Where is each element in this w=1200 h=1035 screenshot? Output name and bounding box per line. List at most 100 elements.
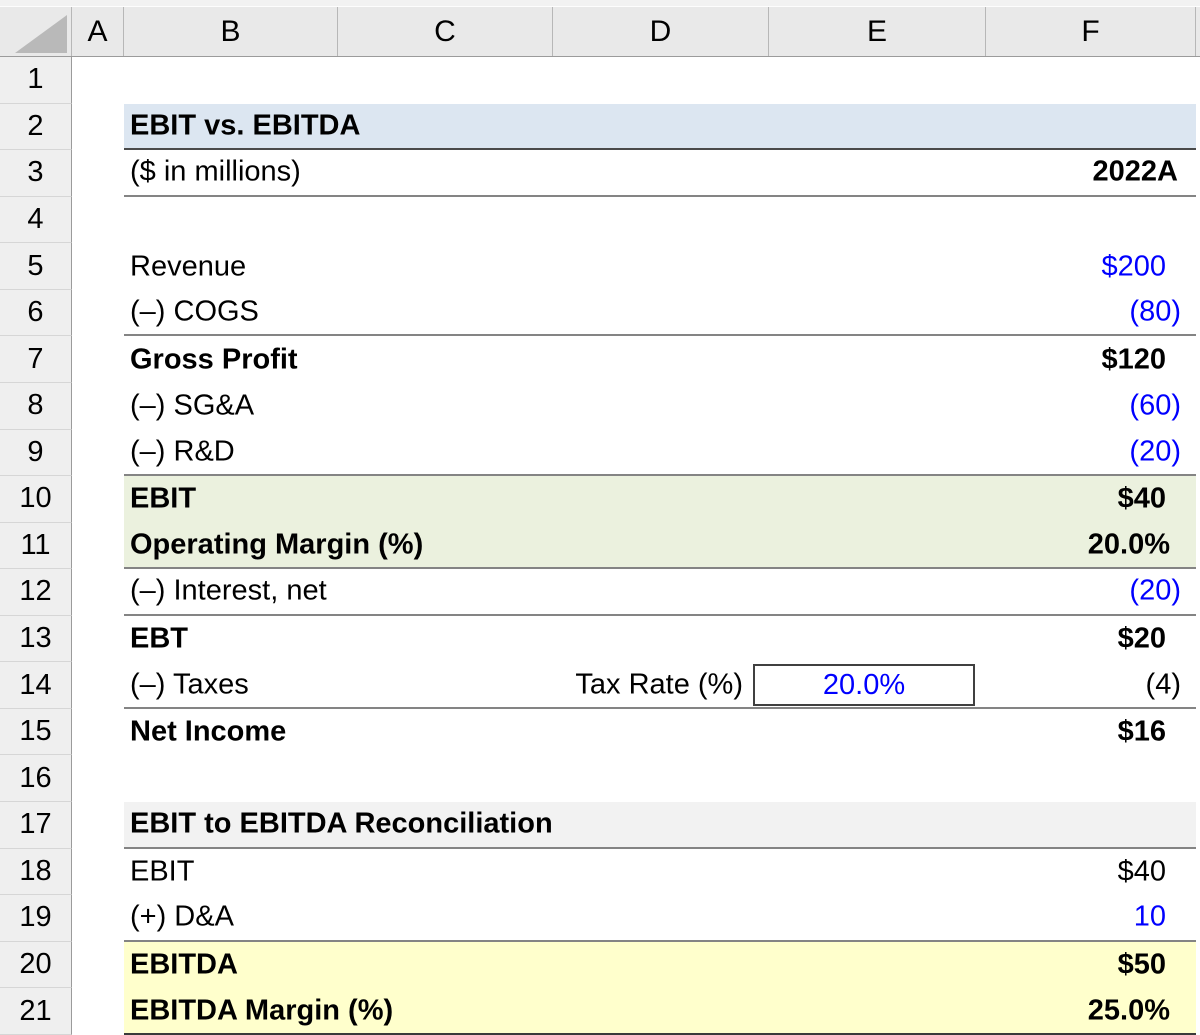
- row-header-7[interactable]: 7: [0, 336, 72, 383]
- row-header-2[interactable]: 2: [0, 103, 72, 151]
- cell-net-income[interactable]: Net Income $16: [124, 709, 1196, 756]
- rd-value: (20): [1129, 435, 1181, 468]
- row-21: EBITDA Margin (%) 25.0%: [72, 988, 1200, 1035]
- revenue-label: Revenue: [130, 250, 247, 283]
- row-7: Gross Profit $120: [72, 336, 1200, 383]
- row-18: EBIT $40: [72, 849, 1200, 896]
- row-header-20[interactable]: 20: [0, 941, 72, 989]
- row-11: Operating Margin (%) 20.0%: [72, 522, 1200, 570]
- cell-reconciliation-header[interactable]: EBIT to EBITDA Reconciliation: [124, 802, 1196, 849]
- operating-margin-value: 20.0%: [1087, 528, 1170, 561]
- cell-da[interactable]: (+) D&A 10: [124, 895, 1196, 942]
- row-5: Revenue $200: [72, 243, 1200, 290]
- cell-interest[interactable]: (–) Interest, net (20): [124, 569, 1196, 616]
- taxes-value: (4): [1145, 668, 1181, 701]
- net-income-value: $16: [1117, 715, 1166, 748]
- row-15: Net Income $16: [72, 709, 1200, 756]
- row-header-19[interactable]: 19: [0, 895, 72, 942]
- row-header-9[interactable]: 9: [0, 429, 72, 477]
- cell-ebit[interactable]: EBIT $40: [124, 476, 1196, 523]
- cell-revenue[interactable]: Revenue $200: [124, 243, 1196, 290]
- cell-cogs[interactable]: (–) COGS (80): [124, 290, 1196, 337]
- operating-margin-label: Operating Margin (%): [130, 528, 424, 561]
- select-all-triangle-icon: [15, 15, 67, 53]
- column-header-b[interactable]: B: [124, 7, 338, 56]
- row-1[interactable]: [72, 57, 1200, 104]
- row-6: (–) COGS (80): [72, 290, 1200, 337]
- ebt-label: EBT: [130, 622, 188, 655]
- row-16[interactable]: [72, 755, 1200, 802]
- row-10: EBIT $40: [72, 476, 1200, 523]
- taxes-label: (–) Taxes: [130, 668, 249, 701]
- row-header-18[interactable]: 18: [0, 848, 72, 896]
- row-20: EBITDA $50: [72, 941, 1200, 989]
- sheet-title: EBIT vs. EBITDA: [130, 109, 361, 142]
- row-17: EBIT to EBITDA Reconciliation: [72, 802, 1200, 849]
- row-header-3[interactable]: 3: [0, 150, 72, 197]
- row-header-gutter: 1 2 3 4 5 6 7 8 9 10 11 12 13 14 15 16 1…: [0, 57, 72, 1035]
- row-header-13[interactable]: 13: [0, 615, 72, 663]
- cogs-value: (80): [1129, 295, 1181, 328]
- ebit-recon-value: $40: [1117, 855, 1166, 888]
- ebt-value: $20: [1117, 622, 1166, 655]
- net-income-label: Net Income: [130, 715, 287, 748]
- row-header-15[interactable]: 15: [0, 708, 72, 756]
- column-header-c[interactable]: C: [338, 7, 553, 56]
- cell-ebitda-margin[interactable]: EBITDA Margin (%) 25.0%: [124, 988, 1196, 1035]
- column-header-e[interactable]: E: [769, 7, 986, 56]
- row-header-12[interactable]: 12: [0, 569, 72, 616]
- row-header-14[interactable]: 14: [0, 662, 72, 709]
- ebit-value: $40: [1117, 482, 1166, 515]
- cell-gross-profit[interactable]: Gross Profit $120: [124, 336, 1196, 383]
- select-all-corner[interactable]: [0, 7, 72, 56]
- cogs-label: (–) COGS: [130, 295, 259, 328]
- ebitda-value: $50: [1117, 948, 1166, 981]
- row-header-8[interactable]: 8: [0, 382, 72, 430]
- revenue-value: $200: [1101, 250, 1166, 283]
- cell-ebit-recon[interactable]: EBIT $40: [124, 849, 1196, 896]
- row-header-4[interactable]: 4: [0, 196, 72, 244]
- cell-sga[interactable]: (–) SG&A (60): [124, 383, 1196, 430]
- row-header-10[interactable]: 10: [0, 476, 72, 523]
- tax-rate-input-cell[interactable]: 20.0%: [753, 664, 975, 707]
- row-header-1[interactable]: 1: [0, 57, 72, 104]
- ebit-label: EBIT: [130, 482, 197, 515]
- ebitda-margin-value: 25.0%: [1087, 994, 1170, 1027]
- column-header-filler: [1196, 7, 1200, 56]
- cell-ebitda[interactable]: EBITDA $50: [124, 941, 1196, 989]
- row-header-21[interactable]: 21: [0, 988, 72, 1035]
- row-header-5[interactable]: 5: [0, 243, 72, 290]
- cell-title[interactable]: EBIT vs. EBITDA: [124, 103, 1196, 151]
- cell-operating-margin[interactable]: Operating Margin (%) 20.0%: [124, 522, 1196, 570]
- row-header-17[interactable]: 17: [0, 802, 72, 849]
- period-header: 2022A: [1092, 155, 1178, 188]
- da-value: 10: [1133, 900, 1166, 933]
- ebit-recon-label: EBIT: [130, 855, 195, 888]
- gross-profit-label: Gross Profit: [130, 343, 298, 376]
- row-19: (+) D&A 10: [72, 895, 1200, 942]
- row-2: EBIT vs. EBITDA: [72, 103, 1200, 151]
- row-4[interactable]: [72, 197, 1200, 244]
- row-14: (–) Taxes Tax Rate (%) 20.0% (4): [72, 662, 1200, 709]
- cell-taxes[interactable]: (–) Taxes Tax Rate (%) 20.0% (4): [124, 662, 1196, 709]
- column-header-a[interactable]: A: [72, 7, 124, 56]
- interest-value: (20): [1129, 574, 1181, 607]
- column-header-f[interactable]: F: [986, 7, 1196, 56]
- cell-ebt[interactable]: EBT $20: [124, 616, 1196, 663]
- units-label: ($ in millions): [130, 155, 301, 188]
- row-header-11[interactable]: 11: [0, 522, 72, 570]
- column-header-row: A B C D E F: [0, 7, 1200, 57]
- row-header-16[interactable]: 16: [0, 755, 72, 802]
- column-header-d[interactable]: D: [553, 7, 769, 56]
- row-8: (–) SG&A (60): [72, 383, 1200, 430]
- tax-rate-label: Tax Rate (%): [575, 668, 743, 701]
- row-13: EBT $20: [72, 616, 1200, 663]
- cell-rd[interactable]: (–) R&D (20): [124, 430, 1196, 477]
- row-header-6[interactable]: 6: [0, 289, 72, 337]
- cell-grid: EBIT vs. EBITDA ($ in millions) 2022A Re…: [72, 57, 1200, 1035]
- gross-profit-value: $120: [1101, 343, 1166, 376]
- cell-units-period[interactable]: ($ in millions) 2022A: [124, 150, 1196, 197]
- sga-value: (60): [1129, 389, 1181, 422]
- ebitda-label: EBITDA: [130, 948, 238, 981]
